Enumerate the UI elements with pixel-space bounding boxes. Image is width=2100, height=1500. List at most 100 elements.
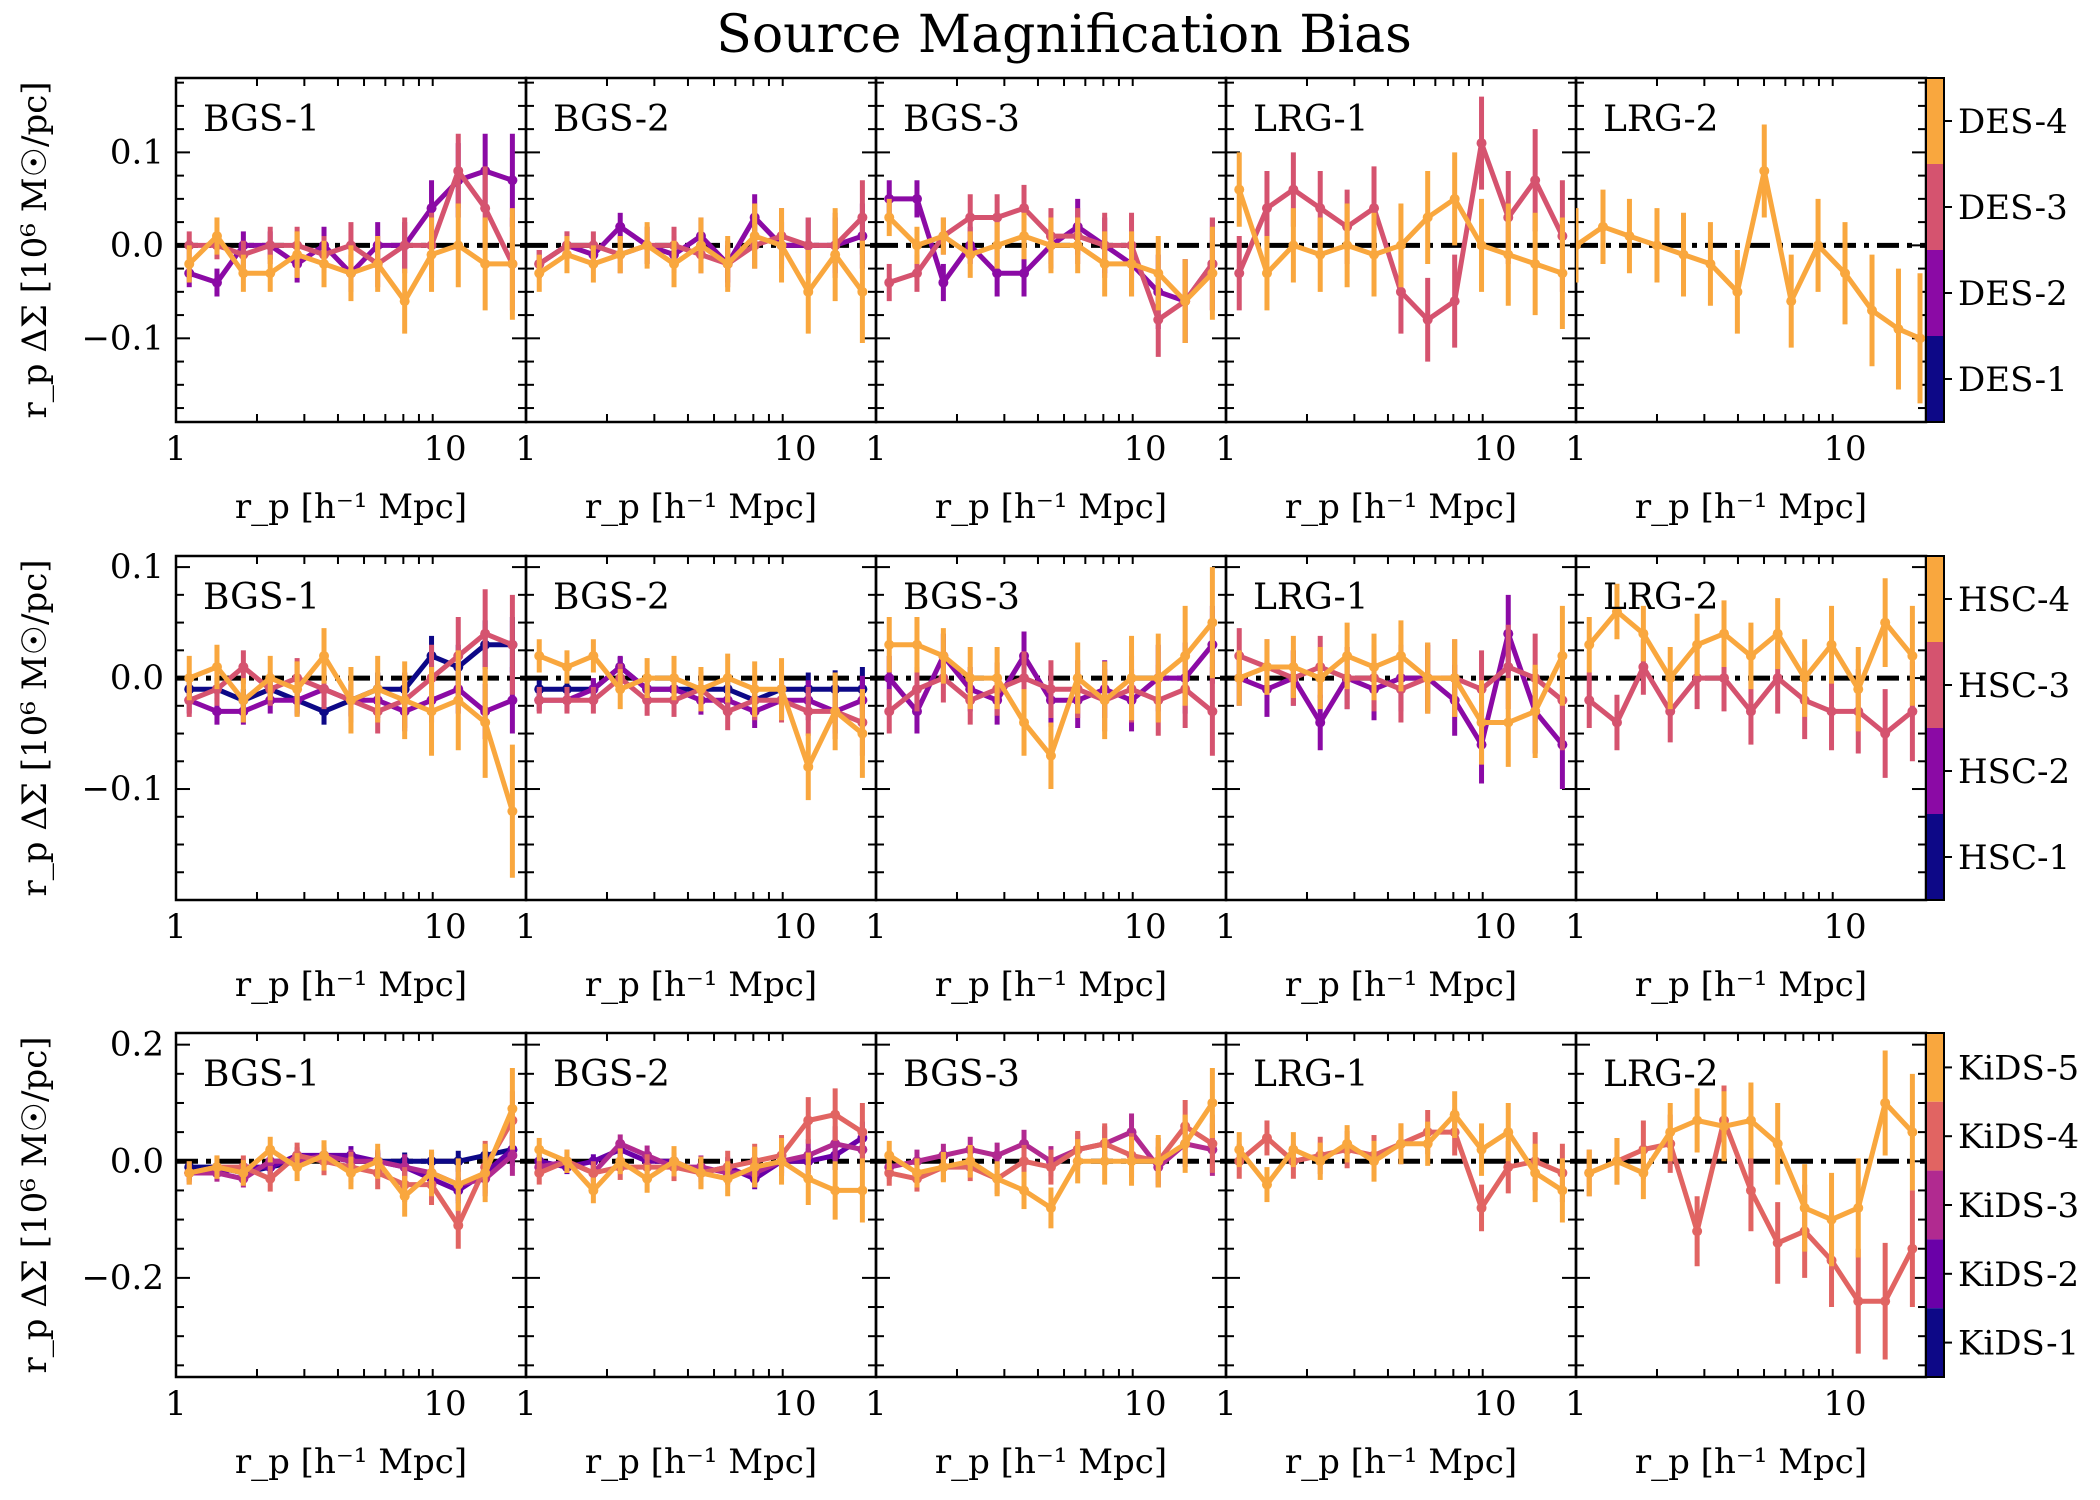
series-hsc-4 (1234, 605, 1568, 767)
data-point (695, 684, 706, 695)
data-point (1099, 1156, 1110, 1167)
data-point (1786, 296, 1797, 307)
colorbar-label: HSC-1 (1958, 838, 2070, 878)
y-tick-label: 0.2 (110, 1025, 164, 1065)
data-point (480, 717, 491, 728)
data-point (1019, 231, 1030, 242)
x-tick-label: 1 (1215, 907, 1237, 947)
data-point (803, 1115, 814, 1126)
y-tick-label: 0.1 (110, 132, 164, 172)
colorbar-label: KiDS-3 (1958, 1186, 2079, 1226)
data-point (830, 249, 841, 260)
data-point (1369, 661, 1380, 672)
colorbar-segment (1926, 642, 1944, 728)
colorbar-frame (1925, 77, 1945, 423)
panel-hsc-bgs-2: 1 10 r_p [h⁻¹ Mpc] BGS-2 (515, 554, 878, 1005)
x-tick-label: 10 (423, 429, 466, 469)
data-point (507, 695, 518, 706)
data-point (534, 1167, 545, 1178)
data-point (1019, 1156, 1030, 1167)
colorbar-segment (1926, 814, 1944, 900)
data-point (722, 706, 733, 717)
data-point (1422, 1138, 1433, 1149)
colorbar-segment (1926, 336, 1944, 422)
panel-des-bgs-3: 1 10 r_p [h⁻¹ Mpc] BGS-3 (865, 76, 1228, 527)
data-point (399, 1191, 410, 1202)
x-tick-label: 1 (1565, 1384, 1587, 1424)
data-point (561, 695, 572, 706)
data-point (1907, 706, 1918, 717)
data-point (1638, 628, 1649, 639)
data-point (1826, 1214, 1837, 1225)
data-point (453, 165, 464, 176)
data-point (803, 240, 814, 251)
data-point (857, 212, 868, 223)
panel-hsc-bgs-1: 1 10 r_p [h⁻¹ Mpc] 0.1 0.0 −0.1 BGS-1 (81, 547, 528, 1005)
data-point (1045, 750, 1056, 761)
colorbar-frame (1925, 555, 1945, 901)
data-point (1288, 184, 1299, 195)
data-point (588, 695, 599, 706)
data-point (1880, 728, 1891, 739)
data-point (534, 650, 545, 661)
data-point (211, 1162, 222, 1173)
data-point (1045, 240, 1056, 251)
data-point (1598, 221, 1609, 232)
data-point (722, 1173, 733, 1184)
colorbar-label: HSC-2 (1958, 752, 2070, 792)
data-point (776, 684, 787, 695)
data-point (1261, 203, 1272, 214)
data-point (1745, 1185, 1756, 1196)
data-point (453, 240, 464, 251)
panel-plot-area (876, 567, 1226, 790)
data-point (776, 1156, 787, 1167)
data-point (1153, 268, 1164, 279)
data-point (1665, 1127, 1676, 1138)
series-des-4 (884, 198, 1218, 343)
data-point (1072, 673, 1083, 684)
data-point (669, 673, 680, 684)
data-point (1651, 240, 1662, 251)
data-point (1207, 706, 1218, 717)
data-point (1315, 717, 1326, 728)
data-point (1772, 1237, 1783, 1248)
data-point (319, 258, 330, 269)
data-point (1315, 673, 1326, 684)
data-point (1880, 617, 1891, 628)
x-tick-label: 1 (515, 907, 537, 947)
data-point (938, 650, 949, 661)
panel-kids-lrg-2: 1 10 r_p [h⁻¹ Mpc] LRG-2 (1565, 1031, 1928, 1482)
data-point (1315, 249, 1326, 260)
data-point (1019, 673, 1030, 684)
x-tick-label: 10 (1473, 429, 1516, 469)
colorbar-segment (1926, 1239, 1944, 1309)
data-point (722, 258, 733, 269)
panel-des-bgs-2: 1 10 r_p [h⁻¹ Mpc] BGS-2 (515, 76, 878, 527)
data-point (1772, 1138, 1783, 1149)
data-point (1907, 1127, 1918, 1138)
data-point (1288, 661, 1299, 672)
data-point (884, 1167, 895, 1178)
data-point (1745, 650, 1756, 661)
data-point (1153, 673, 1164, 684)
data-point (857, 1185, 868, 1196)
y-tick-label: 0.0 (110, 1141, 164, 1181)
data-point (1799, 1202, 1810, 1213)
data-point (1234, 673, 1245, 684)
panel-label: BGS-3 (903, 1054, 1020, 1095)
data-point (1045, 1202, 1056, 1213)
data-point (938, 1162, 949, 1173)
data-point (1369, 203, 1380, 214)
data-point (292, 1162, 303, 1173)
data-point (884, 706, 895, 717)
data-point (1745, 1115, 1756, 1126)
data-point (399, 695, 410, 706)
data-point (588, 650, 599, 661)
colorbar-des: DES-4 DES-3 DES-2 DES-1 (1925, 77, 2068, 423)
data-point (776, 240, 787, 251)
series-hsc-4 (534, 639, 868, 801)
data-point (1207, 1097, 1218, 1108)
x-tick-label: 10 (1473, 1384, 1516, 1424)
data-point (749, 231, 760, 242)
data-point (642, 673, 653, 684)
